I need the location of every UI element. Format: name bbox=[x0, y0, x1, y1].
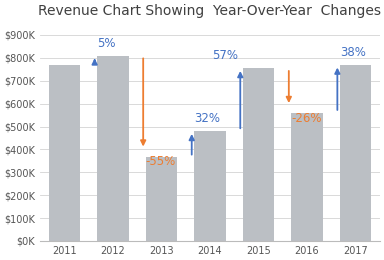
Text: 32%: 32% bbox=[194, 112, 220, 125]
Bar bbox=[340, 65, 371, 241]
Bar bbox=[194, 131, 226, 241]
Text: 38%: 38% bbox=[340, 46, 366, 59]
Text: 57%: 57% bbox=[212, 49, 238, 62]
Bar bbox=[243, 68, 274, 241]
Bar bbox=[291, 113, 323, 241]
Text: -55%: -55% bbox=[146, 155, 176, 168]
Bar bbox=[97, 56, 129, 241]
Bar bbox=[146, 157, 177, 241]
Text: 5%: 5% bbox=[97, 37, 116, 50]
Text: -26%: -26% bbox=[291, 112, 322, 125]
Title: Revenue Chart Showing  Year-Over-Year  Changes: Revenue Chart Showing Year-Over-Year Cha… bbox=[38, 4, 381, 18]
Bar bbox=[48, 65, 80, 241]
